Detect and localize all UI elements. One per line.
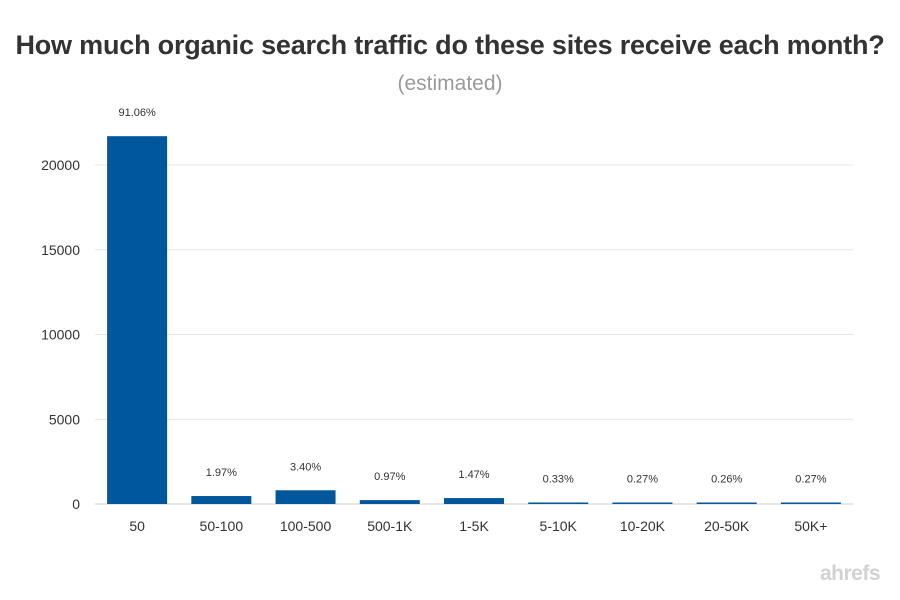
x-tick-label: 500-1K: [367, 518, 413, 534]
x-tick-label: 50K+: [794, 518, 827, 534]
x-tick-label: 100-500: [280, 518, 332, 534]
data-label: 1.47%: [458, 469, 489, 481]
bar-10-20K: [612, 502, 673, 504]
bar-50: [107, 136, 168, 504]
grid-lines: [95, 164, 853, 505]
data-label: 0.27%: [627, 474, 658, 486]
y-tick-label: 0: [72, 496, 80, 512]
y-tick-label: 10000: [41, 327, 80, 343]
bar-100-500: [275, 490, 336, 504]
data-label: 0.97%: [374, 471, 405, 483]
x-tick-label: 10-20K: [620, 518, 666, 534]
x-tick-label: 50-100: [200, 518, 244, 534]
chart-subtitle: (estimated): [397, 72, 503, 95]
x-tick-label: 1-5K: [459, 518, 489, 534]
y-tick-label: 15000: [41, 242, 80, 258]
data-label: 91.06%: [118, 107, 156, 119]
data-label: 3.40%: [290, 461, 321, 473]
data-labels: 91.06% 1.97% 3.40% 0.97% 1.47% 0.33% 0.27% 0.26…: [118, 107, 826, 485]
bar-1-5K: [444, 498, 504, 504]
brand-watermark: ahrefs: [819, 562, 881, 585]
bar-20-50K: [696, 502, 757, 504]
bar-50K+: [780, 502, 841, 504]
chart-title: How much organic search traffic do these…: [15, 30, 885, 60]
bars: [107, 136, 841, 504]
bar-5-10K: [528, 502, 589, 504]
data-label: 0.33%: [543, 474, 574, 486]
x-tick-label: 5-10K: [540, 518, 578, 534]
x-tick-label: 50: [129, 518, 145, 534]
y-tick-label: 5000: [49, 411, 80, 427]
data-label: 0.26%: [711, 474, 742, 486]
bar-50-100: [191, 496, 252, 504]
data-label: 0.27%: [795, 474, 826, 486]
x-axis-ticks: 50 50-100 100-500 500-1K 1-5K 5-10K 10-20K 20-5…: [129, 518, 827, 534]
x-tick-label: 20-50K: [704, 518, 750, 534]
y-axis-ticks: 0 5000 10000 15000 20000: [41, 157, 80, 512]
data-label: 1.97%: [206, 467, 237, 479]
bar-500-1K: [359, 500, 420, 504]
y-tick-label: 20000: [41, 157, 80, 173]
